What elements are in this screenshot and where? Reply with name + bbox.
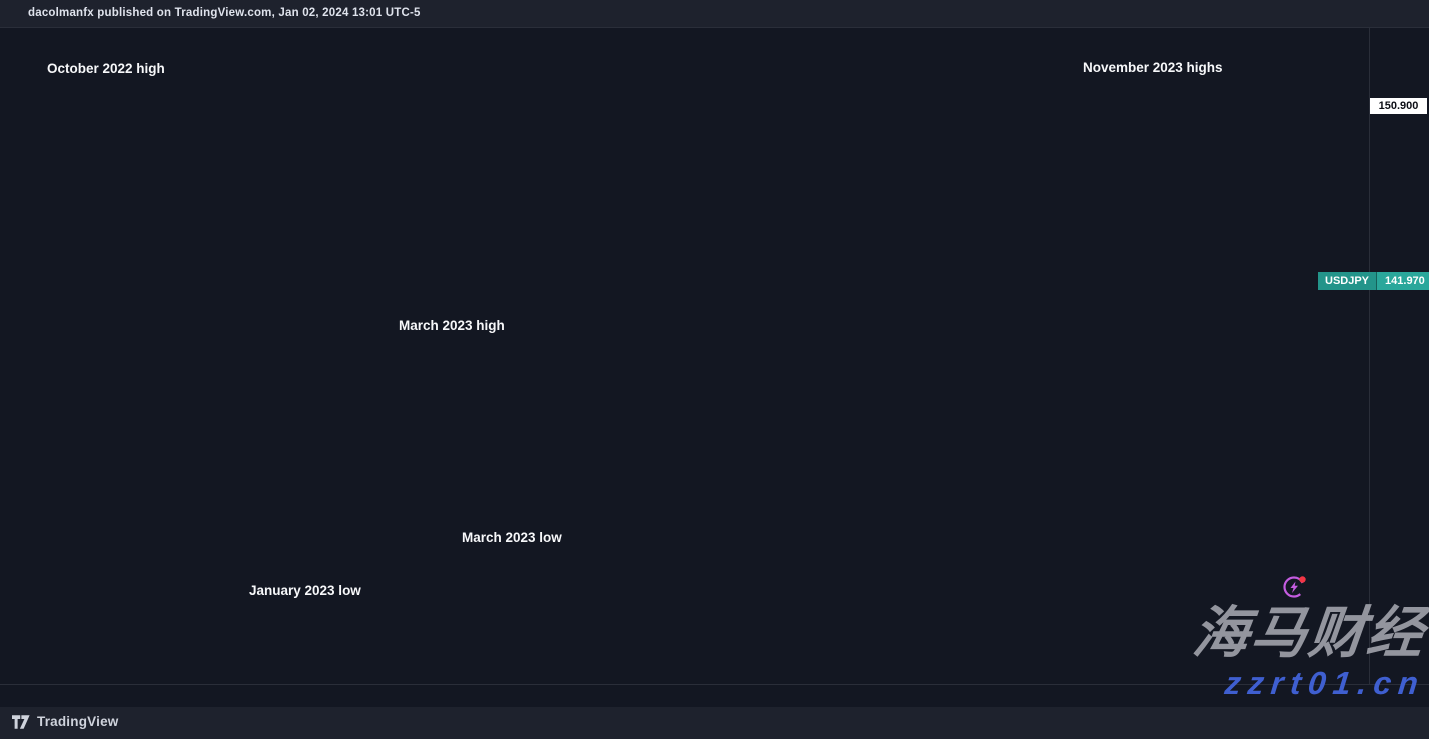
last-price-badge: USDJPY 141.970 [1318, 272, 1429, 290]
time-axis[interactable] [0, 684, 1429, 707]
notification-dot [1299, 576, 1306, 583]
footer-bar [0, 707, 1429, 739]
annotation-november-2023-highs: November 2023 highs [1083, 60, 1223, 75]
published-byline: dacolmanfx published on TradingView.com,… [28, 7, 421, 19]
flash-ideas-button[interactable] [1281, 573, 1309, 601]
annotation-march-2023-high: March 2023 high [399, 318, 505, 333]
tradingview-wordmark: TradingView [37, 714, 119, 729]
annotation-october-2022-high: October 2022 high [47, 61, 165, 76]
price-axis[interactable] [1369, 28, 1429, 684]
lightning-bolt-icon [1290, 581, 1298, 593]
last-price-value: 141.970 [1377, 272, 1429, 290]
flash-circle-icon [1283, 576, 1305, 598]
price-level-label-150-900: 150.900 [1370, 98, 1427, 114]
symbol-ticker: USDJPY [1318, 272, 1378, 290]
tradingview-mark-icon [12, 714, 30, 729]
tradingview-logo[interactable]: TradingView [12, 714, 118, 729]
annotation-january-2023-low: January 2023 low [249, 583, 361, 598]
annotation-march-2023-low: March 2023 low [462, 530, 562, 545]
header-bar: dacolmanfx published on TradingView.com,… [0, 0, 1429, 28]
